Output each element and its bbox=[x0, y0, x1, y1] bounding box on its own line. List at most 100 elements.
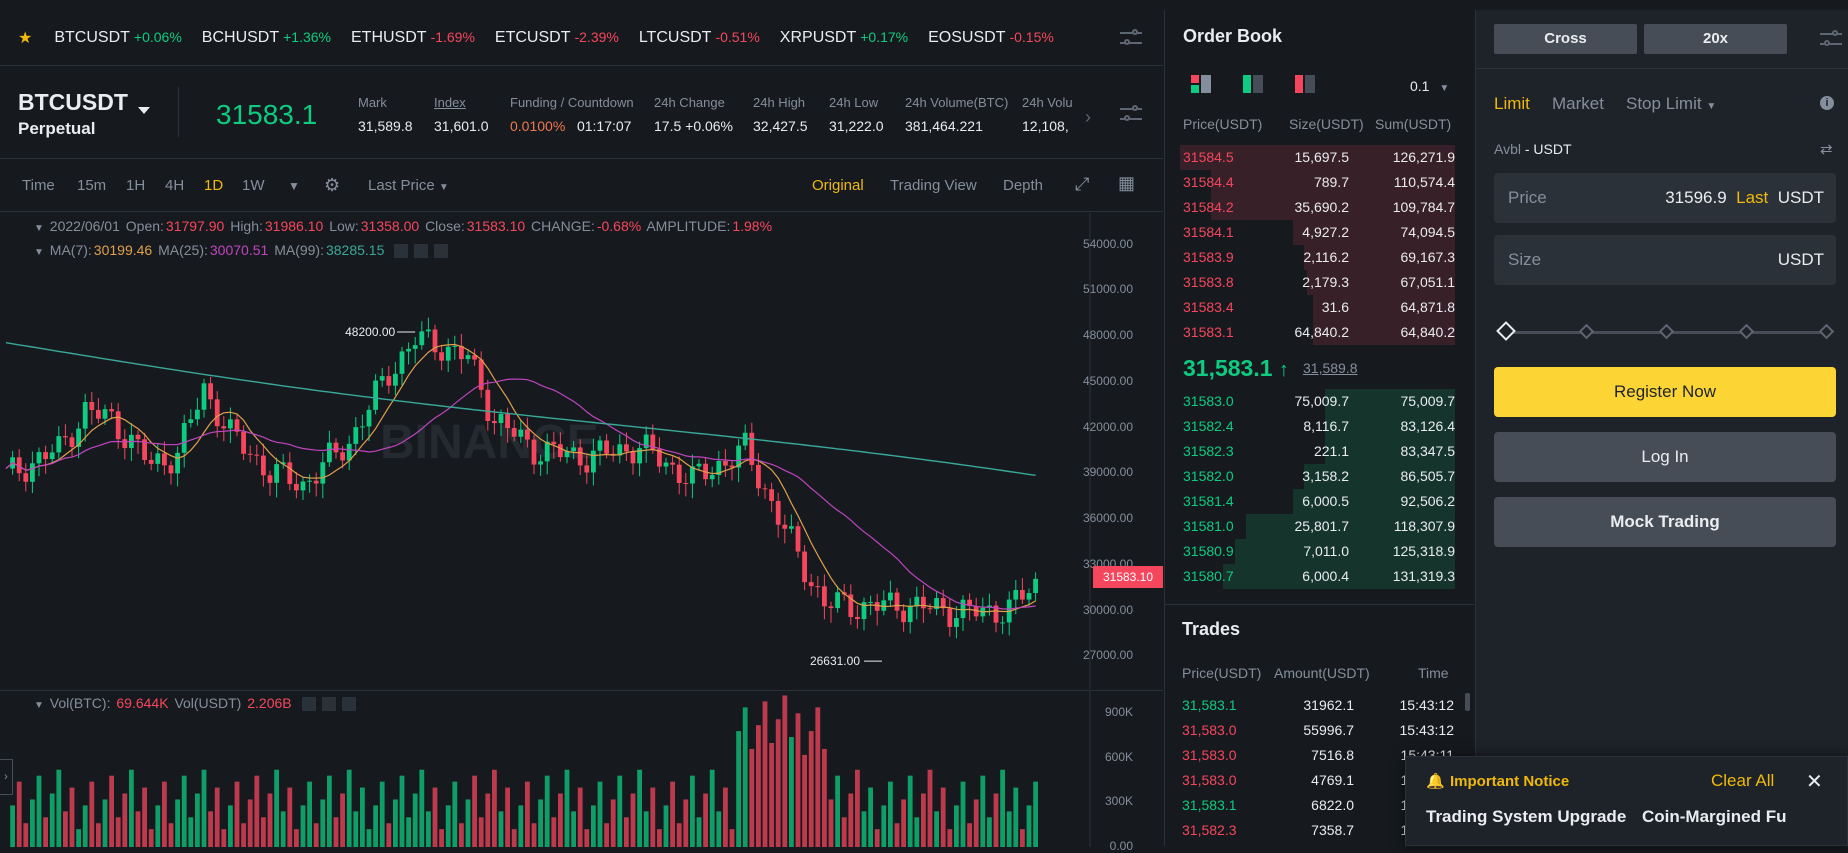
expand-panel-icon[interactable]: › bbox=[0, 759, 13, 795]
collapse-icon[interactable]: ▼ bbox=[34, 700, 44, 711]
interval-1h[interactable]: 1H bbox=[126, 177, 146, 194]
view-depth[interactable]: Depth bbox=[1003, 177, 1044, 194]
grid-layout-icon[interactable]: ▦ bbox=[1118, 173, 1136, 193]
ask-row[interactable]: 31584.1 4,927.2 74,094.5 bbox=[1165, 220, 1455, 245]
candle-body bbox=[960, 599, 966, 619]
tick-size-select[interactable]: 0.1 ▼ bbox=[1410, 78, 1449, 94]
view-original[interactable]: Original bbox=[812, 177, 864, 194]
volume-bar bbox=[10, 805, 15, 847]
chevron-right-icon[interactable]: › bbox=[1085, 107, 1091, 127]
notice-item[interactable]: Coin-Margined Fu bbox=[1642, 807, 1787, 826]
ticker-item[interactable]: LTCUSDT -0.51% bbox=[639, 29, 760, 47]
bid-row[interactable]: 31582.4 8,116.7 83,126.4 bbox=[1165, 414, 1455, 439]
bid-row[interactable]: 31580.9 7,011.0 125,318.9 bbox=[1165, 539, 1455, 564]
size-input[interactable]: Size USDT bbox=[1494, 235, 1836, 285]
candle-body bbox=[478, 359, 484, 390]
close-icon[interactable] bbox=[341, 697, 356, 712]
collapse-icon[interactable]: ▼ bbox=[34, 223, 44, 234]
register-button[interactable]: Register Now bbox=[1494, 367, 1836, 417]
fullscreen-icon[interactable]: ⤢ bbox=[1075, 174, 1090, 194]
ask-row[interactable]: 31583.4 31.6 64,871.8 bbox=[1165, 295, 1455, 320]
book-asks-icon[interactable] bbox=[1295, 75, 1315, 93]
notice-item[interactable]: Trading System Upgrade bbox=[1426, 807, 1627, 826]
interval-1w[interactable]: 1W bbox=[242, 177, 265, 194]
candlestick-chart[interactable]: ▼ 2022/06/01 Open: 31797.90 High: 31986.10… bbox=[0, 213, 1163, 689]
tab-limit[interactable]: Limit bbox=[1494, 94, 1530, 113]
slider-mark-75[interactable] bbox=[1738, 323, 1755, 340]
ticker-item[interactable]: ETCUSDT -2.39% bbox=[495, 29, 619, 47]
interval-4h[interactable]: 4H bbox=[165, 177, 185, 194]
close-icon[interactable]: ✕ bbox=[1806, 771, 1823, 793]
indicator-settings-icon[interactable]: ⚙ bbox=[324, 175, 341, 195]
book-size: 8,116.7 bbox=[1303, 418, 1349, 434]
collapse-icon[interactable]: ▼ bbox=[34, 247, 44, 258]
candle-body bbox=[472, 355, 477, 360]
book-both-icon[interactable] bbox=[1191, 75, 1211, 93]
bid-row[interactable]: 31580.7 6,000.4 131,319.3 bbox=[1165, 564, 1455, 589]
ask-row[interactable]: 31584.5 15,697.5 126,271.9 bbox=[1165, 145, 1455, 170]
info-icon[interactable]: i bbox=[1820, 96, 1834, 110]
bid-row[interactable]: 31581.0 25,801.7 118,307.9 bbox=[1165, 514, 1455, 539]
bid-row[interactable]: 31581.4 6,000.5 92,506.2 bbox=[1165, 489, 1455, 514]
close-icon[interactable] bbox=[434, 244, 449, 259]
ticker-settings-icon[interactable] bbox=[1120, 29, 1142, 47]
header-settings-icon[interactable] bbox=[1120, 105, 1142, 123]
volume-bar bbox=[894, 823, 900, 847]
interval-15m[interactable]: 15m bbox=[77, 177, 107, 194]
settings-icon[interactable] bbox=[321, 697, 336, 712]
ticker-item[interactable]: BCHUSDT +1.36% bbox=[202, 29, 331, 47]
settings-icon[interactable] bbox=[414, 244, 429, 259]
ask-row[interactable]: 31583.8 2,179.3 67,051.1 bbox=[1165, 270, 1455, 295]
volume-bar bbox=[327, 775, 332, 847]
slider-mark-50[interactable] bbox=[1658, 323, 1675, 340]
interval-1d[interactable]: 1D bbox=[204, 177, 224, 194]
current-price-tag: 31583.10 bbox=[1093, 566, 1163, 588]
tab-stop-limit[interactable]: Stop Limit ▼ bbox=[1626, 94, 1716, 114]
stat-label[interactable]: Index bbox=[434, 95, 466, 110]
ask-row[interactable]: 31583.1 64,840.2 64,840.2 bbox=[1165, 320, 1455, 345]
symbol-name[interactable]: BTCUSDT bbox=[18, 89, 128, 115]
bid-row[interactable]: 31582.3 221.1 83,347.5 bbox=[1165, 439, 1455, 464]
legend-label: MA(7): bbox=[49, 242, 92, 258]
volume-chart[interactable]: ▼ Vol(BTC): 69.644K Vol(USDT) 2.206B › 9… bbox=[0, 690, 1163, 853]
margin-mode-button[interactable]: Cross bbox=[1494, 24, 1637, 54]
book-bids-icon[interactable] bbox=[1243, 75, 1263, 93]
mark-price[interactable]: 31,589.8 bbox=[1303, 360, 1358, 376]
slider-mark-100[interactable] bbox=[1818, 323, 1835, 340]
view-trading-view[interactable]: Trading View bbox=[890, 177, 977, 194]
interval-dropdown-icon[interactable]: ▼ bbox=[288, 179, 300, 193]
hide-icon[interactable] bbox=[301, 697, 316, 712]
slider-handle[interactable] bbox=[1496, 321, 1516, 341]
volume-plot[interactable] bbox=[0, 691, 1163, 847]
tab-market[interactable]: Market bbox=[1552, 94, 1604, 113]
stat-label: 24h Low bbox=[829, 95, 879, 110]
price-type-select[interactable]: Last Price ▼ bbox=[368, 177, 449, 194]
transfer-icon[interactable]: ⇄ bbox=[1820, 141, 1833, 158]
volume-bar bbox=[663, 805, 669, 847]
time-button[interactable]: Time bbox=[22, 177, 55, 194]
bid-row[interactable]: 31583.0 75,009.7 75,009.7 bbox=[1165, 389, 1455, 414]
mock-trading-button[interactable]: Mock Trading bbox=[1494, 497, 1836, 547]
ticker-item[interactable]: EOSUSDT -0.15% bbox=[928, 29, 1054, 47]
price-input[interactable]: Price 31596.9 Last USDT bbox=[1494, 173, 1836, 223]
volume-bar bbox=[610, 799, 616, 847]
price-plot[interactable]: BINANCE 48200.00 26631.00 bbox=[0, 213, 1163, 689]
login-button[interactable]: Log In bbox=[1494, 432, 1836, 482]
clear-all-button[interactable]: Clear All bbox=[1711, 771, 1775, 790]
ask-row[interactable]: 31584.2 35,690.2 109,784.7 bbox=[1165, 195, 1455, 220]
scrollbar[interactable] bbox=[1465, 693, 1470, 711]
leverage-button[interactable]: 20x bbox=[1644, 24, 1787, 54]
symbol-dropdown-icon[interactable] bbox=[138, 107, 150, 120]
ticker-item[interactable]: ETHUSDT -1.69% bbox=[351, 29, 475, 47]
favorite-star-icon[interactable]: ★ bbox=[18, 29, 33, 47]
ask-row[interactable]: 31583.9 2,116.2 69,167.3 bbox=[1165, 245, 1455, 270]
bid-row[interactable]: 31582.0 3,158.2 86,505.7 bbox=[1165, 464, 1455, 489]
ticker-item[interactable]: XRPUSDT +0.17% bbox=[780, 29, 908, 47]
form-settings-icon[interactable] bbox=[1820, 30, 1842, 48]
ask-row[interactable]: 31584.4 789.7 110,574.4 bbox=[1165, 170, 1455, 195]
slider-mark-25[interactable] bbox=[1578, 323, 1595, 340]
hide-icon[interactable] bbox=[394, 244, 409, 259]
trade-amount: 4769.1 bbox=[1311, 772, 1354, 788]
price-last-button[interactable]: Last bbox=[1736, 188, 1769, 207]
ticker-item[interactable]: BTCUSDT +0.06% bbox=[54, 29, 181, 47]
